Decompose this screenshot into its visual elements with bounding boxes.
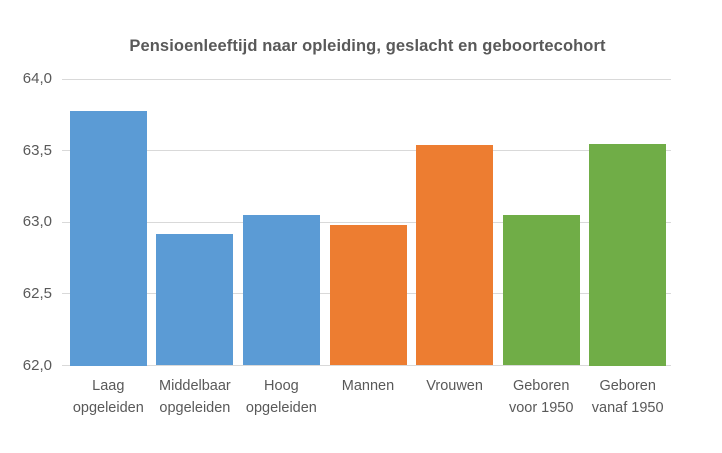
x-axis-label-line: Middelbaar (159, 378, 231, 394)
x-axis-label-line: vanaf 1950 (591, 399, 664, 416)
chart-title: Pensioenleeftijd naar opleiding, geslach… (129, 37, 606, 55)
bar-geboren-voor-1950 (502, 215, 580, 366)
x-axis-label-line: opgeleiden (72, 399, 144, 416)
x-axis-label-line: Vrouwen (426, 378, 483, 394)
x-axis-label-line: Mannen (341, 378, 395, 394)
x-axis-label-middelbaar-opgeleiden: Middelbaar opgeleiden (147, 376, 244, 419)
x-axis-label-mannen: Mannen (320, 376, 417, 398)
y-axis-tick-label: 63,5 (22, 141, 52, 159)
bar-middelbaar-opgeleiden (156, 233, 234, 366)
x-axis-label-line: Geboren (512, 378, 570, 394)
x-axis-label-vrouwen: Vrouwen (406, 376, 503, 398)
bar-geboren-vanaf-1950 (589, 143, 667, 366)
x-axis-label-hoog-opgeleiden: Hoog opgeleiden (233, 376, 330, 419)
bar-hoog-opgeleiden (242, 215, 320, 366)
bar-vrouwen (416, 144, 494, 366)
x-axis-label-line: Laag (92, 378, 125, 394)
x-axis-label-line: opgeleiden (245, 399, 317, 416)
x-axis-label-geboren-vanaf-1950: Geboren vanaf 1950 (579, 376, 676, 419)
x-axis-label-line: voor 1950 (508, 399, 574, 416)
y-axis-tick-label: 62,5 (22, 284, 52, 302)
y-axis-tick-label: 62,0 (22, 356, 52, 374)
y-axis-tick-label: 64,0 (22, 70, 52, 87)
gridline (62, 365, 671, 366)
x-axis-label-geboren-voor-1950: Geboren voor 1950 (493, 376, 590, 419)
bar-laag-opgeleiden (69, 110, 147, 366)
gridline (62, 78, 671, 80)
x-axis-label-line: Geboren (599, 378, 656, 394)
x-axis-label-laag-opgeleiden: Laag opgeleiden (60, 376, 157, 419)
x-axis-label-line: opgeleiden (159, 399, 231, 416)
gridline (62, 150, 671, 152)
y-axis-tick-label: 63,0 (22, 213, 52, 231)
gridline (62, 221, 671, 223)
bar-mannen (329, 225, 407, 366)
x-axis-label-line: Hoog (264, 378, 299, 394)
